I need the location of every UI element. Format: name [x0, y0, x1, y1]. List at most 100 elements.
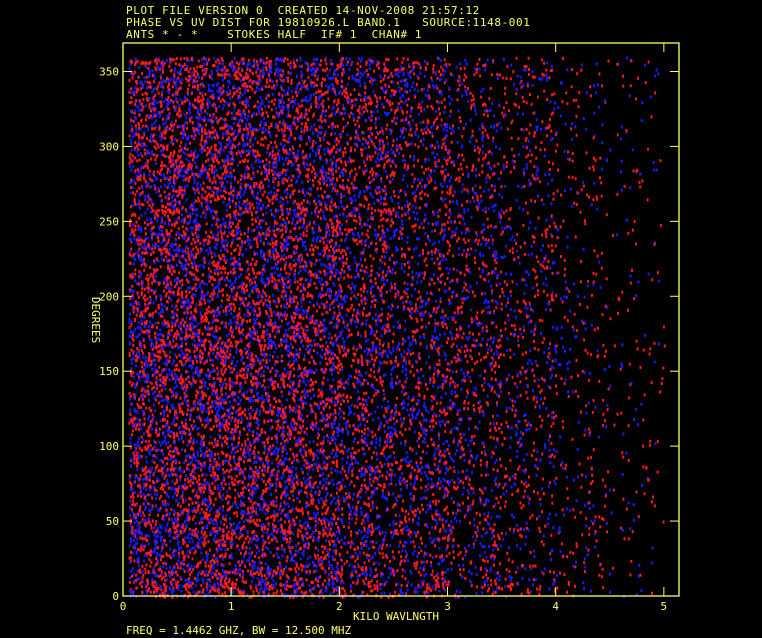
- data-point: [241, 241, 244, 245]
- data-point: [168, 160, 171, 164]
- data-point: [221, 86, 224, 90]
- data-point: [175, 87, 178, 91]
- data-point: [216, 217, 219, 221]
- data-point: [394, 413, 397, 417]
- data-point: [240, 386, 243, 390]
- data-point: [654, 74, 657, 78]
- data-point: [309, 153, 311, 156]
- data-point: [226, 159, 229, 163]
- data-point: [220, 341, 223, 345]
- data-point: [197, 329, 200, 333]
- data-point: [285, 328, 288, 332]
- data-point: [212, 160, 215, 164]
- data-point: [193, 261, 196, 265]
- data-point: [323, 138, 326, 142]
- data-point: [495, 476, 498, 480]
- data-point: [359, 76, 362, 80]
- data-point: [436, 484, 438, 488]
- data-point: [378, 287, 381, 291]
- data-point: [165, 376, 168, 380]
- data-point: [196, 248, 199, 252]
- data-point: [383, 76, 386, 80]
- data-point: [330, 425, 333, 429]
- data-point: [244, 440, 247, 444]
- data-point: [219, 396, 222, 400]
- data-point: [550, 232, 553, 236]
- data-point: [189, 436, 192, 440]
- data-point: [219, 583, 222, 587]
- data-point: [555, 131, 558, 135]
- data-point: [229, 148, 232, 152]
- data-point: [191, 262, 194, 266]
- data-point: [133, 233, 136, 237]
- data-point: [171, 129, 174, 132]
- data-point: [193, 85, 196, 89]
- data-point: [598, 260, 601, 264]
- data-point: [145, 392, 148, 395]
- data-point: [137, 440, 139, 444]
- data-point: [198, 482, 201, 486]
- data-point: [195, 355, 198, 359]
- data-point: [147, 502, 150, 505]
- data-point: [133, 424, 136, 428]
- data-point: [275, 159, 278, 163]
- data-point: [192, 204, 195, 208]
- data-point: [146, 380, 149, 383]
- data-point: [221, 514, 224, 518]
- data-point: [222, 200, 225, 204]
- data-point: [262, 219, 265, 222]
- data-point: [162, 153, 165, 157]
- data-point: [179, 261, 182, 264]
- data-point: [182, 498, 184, 502]
- data-point: [449, 399, 452, 403]
- data-point: [202, 344, 205, 348]
- data-point: [316, 511, 319, 515]
- data-point: [191, 287, 194, 291]
- data-point: [421, 100, 424, 104]
- data-point: [154, 488, 156, 492]
- data-point: [216, 410, 219, 414]
- data-point: [134, 268, 137, 272]
- data-point: [191, 474, 194, 478]
- data-point: [438, 91, 441, 95]
- data-point: [337, 434, 340, 438]
- data-point: [343, 325, 346, 329]
- data-point: [520, 332, 523, 336]
- data-point: [389, 462, 392, 466]
- data-point: [616, 233, 619, 237]
- data-point: [343, 194, 346, 198]
- data-point: [511, 513, 513, 517]
- data-point: [200, 139, 203, 143]
- data-point: [184, 133, 187, 137]
- data-point: [412, 81, 415, 85]
- data-point: [168, 267, 171, 271]
- data-point: [349, 196, 352, 200]
- data-point: [186, 353, 189, 357]
- data-point: [228, 303, 231, 307]
- data-point: [200, 317, 203, 321]
- data-point: [216, 295, 219, 299]
- data-point: [292, 162, 295, 166]
- data-point: [194, 161, 197, 165]
- data-point: [219, 426, 222, 430]
- data-point: [144, 507, 147, 511]
- data-point: [342, 184, 344, 187]
- data-point: [164, 539, 166, 543]
- data-point: [169, 556, 172, 560]
- data-point: [200, 215, 203, 219]
- data-point: [297, 490, 300, 493]
- data-point: [142, 339, 145, 342]
- data-point: [206, 112, 209, 116]
- data-point: [358, 192, 361, 196]
- data-point: [363, 190, 366, 194]
- data-point: [444, 589, 447, 593]
- data-point: [211, 94, 214, 98]
- data-point: [372, 110, 375, 114]
- data-point: [134, 193, 137, 197]
- data-point: [230, 132, 233, 136]
- data-point: [183, 391, 186, 395]
- data-point: [622, 432, 625, 436]
- data-point: [197, 391, 200, 394]
- data-point: [142, 511, 145, 515]
- data-point: [403, 118, 406, 122]
